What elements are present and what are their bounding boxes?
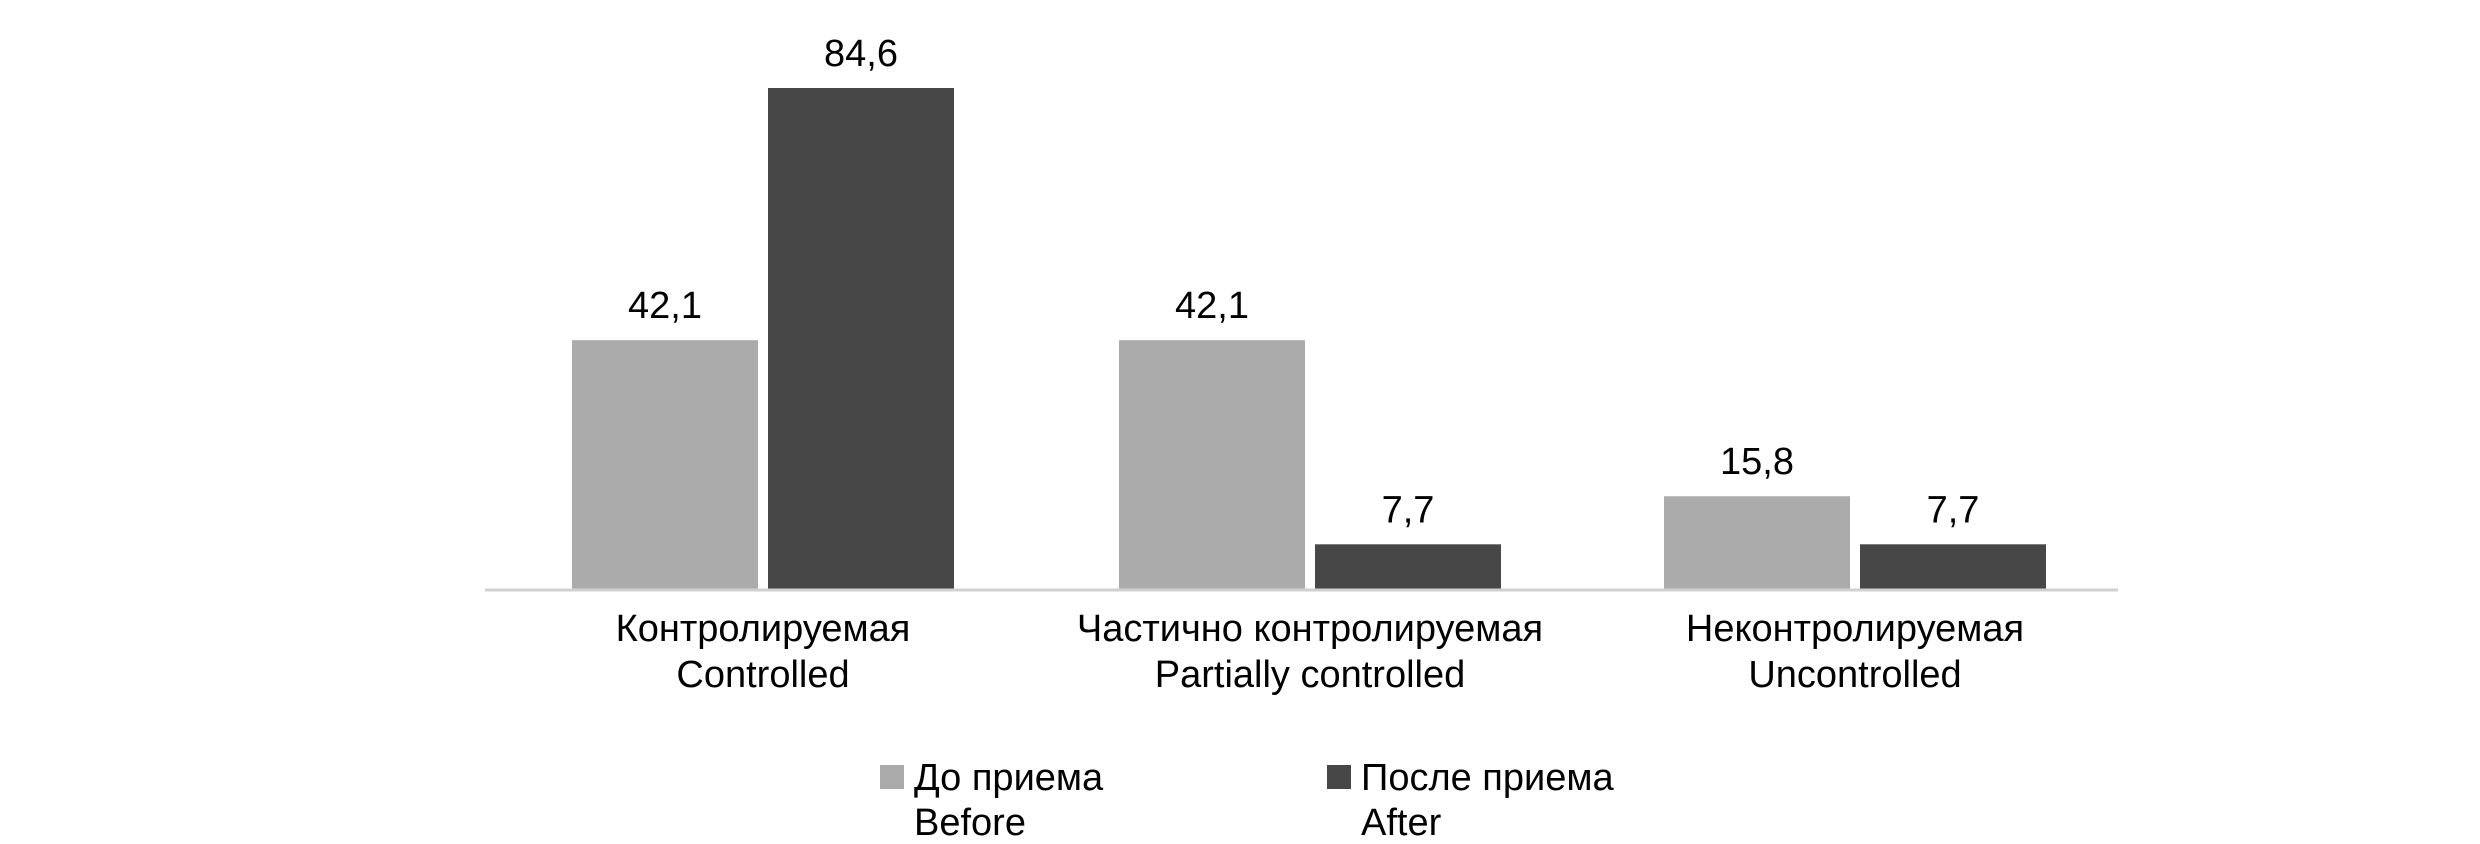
bar-after-2 <box>1860 544 2046 590</box>
bars-group <box>572 88 2046 590</box>
category-label-ru-0: Контролируемая <box>616 608 911 650</box>
data-label-before-1: 42,1 <box>1175 285 1249 327</box>
bar-before-0 <box>572 340 758 590</box>
category-label-en-1: Partially controlled <box>1155 654 1465 696</box>
category-label-en-0: Controlled <box>676 654 849 696</box>
data-label-after-2: 7,7 <box>1927 489 1980 531</box>
value-labels-group: 42,1 84,6 42,1 7,7 15,8 7,7 <box>628 33 1979 531</box>
category-label-ru-1: Частично контролируемая <box>1077 608 1543 650</box>
data-label-before-0: 42,1 <box>628 285 702 327</box>
legend-label-en-after: After <box>1361 802 1442 844</box>
legend-swatch-after <box>1327 765 1351 789</box>
bar-before-2 <box>1664 496 1850 590</box>
category-label-en-2: Uncontrolled <box>1748 654 1961 696</box>
data-label-after-1: 7,7 <box>1382 489 1435 531</box>
bar-after-1 <box>1315 544 1501 590</box>
legend-label-ru-before: До приема <box>914 757 1104 799</box>
bar-before-1 <box>1119 340 1305 590</box>
legend-swatch-before <box>880 765 904 789</box>
bar-after-0 <box>768 88 954 590</box>
data-label-before-2: 15,8 <box>1720 441 1794 483</box>
legend-label-en-before: Before <box>914 802 1026 844</box>
category-label-ru-2: Неконтролируемая <box>1686 608 2024 650</box>
data-label-after-0: 84,6 <box>824 33 898 75</box>
legend-label-ru-after: После приема <box>1361 757 1615 799</box>
